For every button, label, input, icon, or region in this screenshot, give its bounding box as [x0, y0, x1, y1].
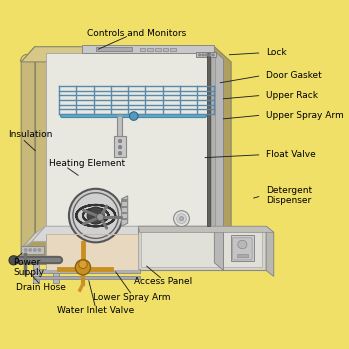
Polygon shape	[45, 234, 138, 235]
Polygon shape	[214, 51, 223, 270]
Bar	[211, 53, 215, 226]
Bar	[122, 218, 127, 220]
Bar	[140, 47, 145, 51]
Polygon shape	[117, 138, 125, 150]
Circle shape	[38, 249, 40, 251]
Circle shape	[75, 260, 90, 275]
Polygon shape	[21, 234, 231, 264]
Bar	[122, 199, 127, 202]
Text: Upper Rack: Upper Rack	[266, 91, 318, 100]
Bar	[155, 47, 161, 51]
Text: Insulation: Insulation	[8, 131, 52, 140]
Text: Controls and Monitors: Controls and Monitors	[87, 29, 186, 38]
Circle shape	[34, 249, 36, 251]
Circle shape	[87, 207, 104, 224]
Circle shape	[118, 151, 122, 155]
Circle shape	[202, 54, 204, 56]
Text: Door Gasket: Door Gasket	[266, 71, 322, 80]
Circle shape	[212, 54, 214, 56]
Polygon shape	[114, 136, 126, 157]
Polygon shape	[141, 230, 262, 267]
Polygon shape	[117, 114, 121, 138]
Polygon shape	[21, 226, 45, 249]
Polygon shape	[214, 47, 231, 249]
Text: Float Valve: Float Valve	[266, 150, 316, 159]
Circle shape	[79, 260, 87, 268]
Text: Water Inlet Valve: Water Inlet Valve	[57, 306, 134, 315]
Bar	[207, 53, 210, 226]
Text: Lower Spray Arm: Lower Spray Arm	[94, 293, 171, 302]
Circle shape	[24, 249, 27, 251]
Text: Access Panel: Access Panel	[134, 277, 192, 286]
Text: Drain Hose: Drain Hose	[16, 283, 66, 292]
Polygon shape	[35, 47, 214, 234]
Circle shape	[129, 112, 138, 120]
Circle shape	[118, 145, 122, 149]
Circle shape	[179, 216, 184, 221]
Bar	[170, 47, 176, 51]
Bar	[122, 211, 127, 214]
Text: Detergent
Dispenser: Detergent Dispenser	[266, 186, 312, 206]
Polygon shape	[138, 226, 274, 232]
Circle shape	[9, 256, 18, 265]
Circle shape	[69, 189, 122, 242]
Circle shape	[97, 214, 104, 221]
Circle shape	[209, 54, 211, 56]
Bar	[147, 47, 153, 51]
Bar	[237, 254, 248, 257]
Polygon shape	[32, 226, 207, 242]
Polygon shape	[21, 47, 214, 62]
FancyBboxPatch shape	[232, 238, 252, 260]
Polygon shape	[45, 234, 138, 270]
Text: Upper Spray Arm: Upper Spray Arm	[266, 111, 344, 120]
Circle shape	[118, 139, 122, 143]
Bar	[96, 47, 132, 51]
Bar	[163, 47, 168, 51]
Bar	[196, 52, 216, 57]
Polygon shape	[45, 53, 207, 226]
Bar	[34, 276, 140, 280]
Bar	[34, 263, 39, 283]
Polygon shape	[82, 45, 214, 53]
Circle shape	[173, 211, 190, 227]
Bar	[122, 206, 127, 208]
Bar	[21, 246, 44, 254]
Circle shape	[199, 54, 201, 56]
Polygon shape	[121, 196, 128, 226]
Bar	[53, 263, 59, 283]
Text: Heating Element: Heating Element	[50, 159, 126, 168]
Polygon shape	[138, 226, 266, 270]
Polygon shape	[21, 47, 35, 249]
Circle shape	[206, 54, 207, 56]
Circle shape	[73, 193, 119, 238]
Circle shape	[177, 214, 186, 223]
Text: Power
Supply: Power Supply	[14, 258, 45, 277]
Bar	[231, 235, 254, 261]
Ellipse shape	[238, 240, 247, 249]
Text: Lock: Lock	[266, 48, 287, 57]
Polygon shape	[266, 226, 274, 276]
Circle shape	[29, 249, 31, 251]
Bar	[34, 268, 140, 273]
